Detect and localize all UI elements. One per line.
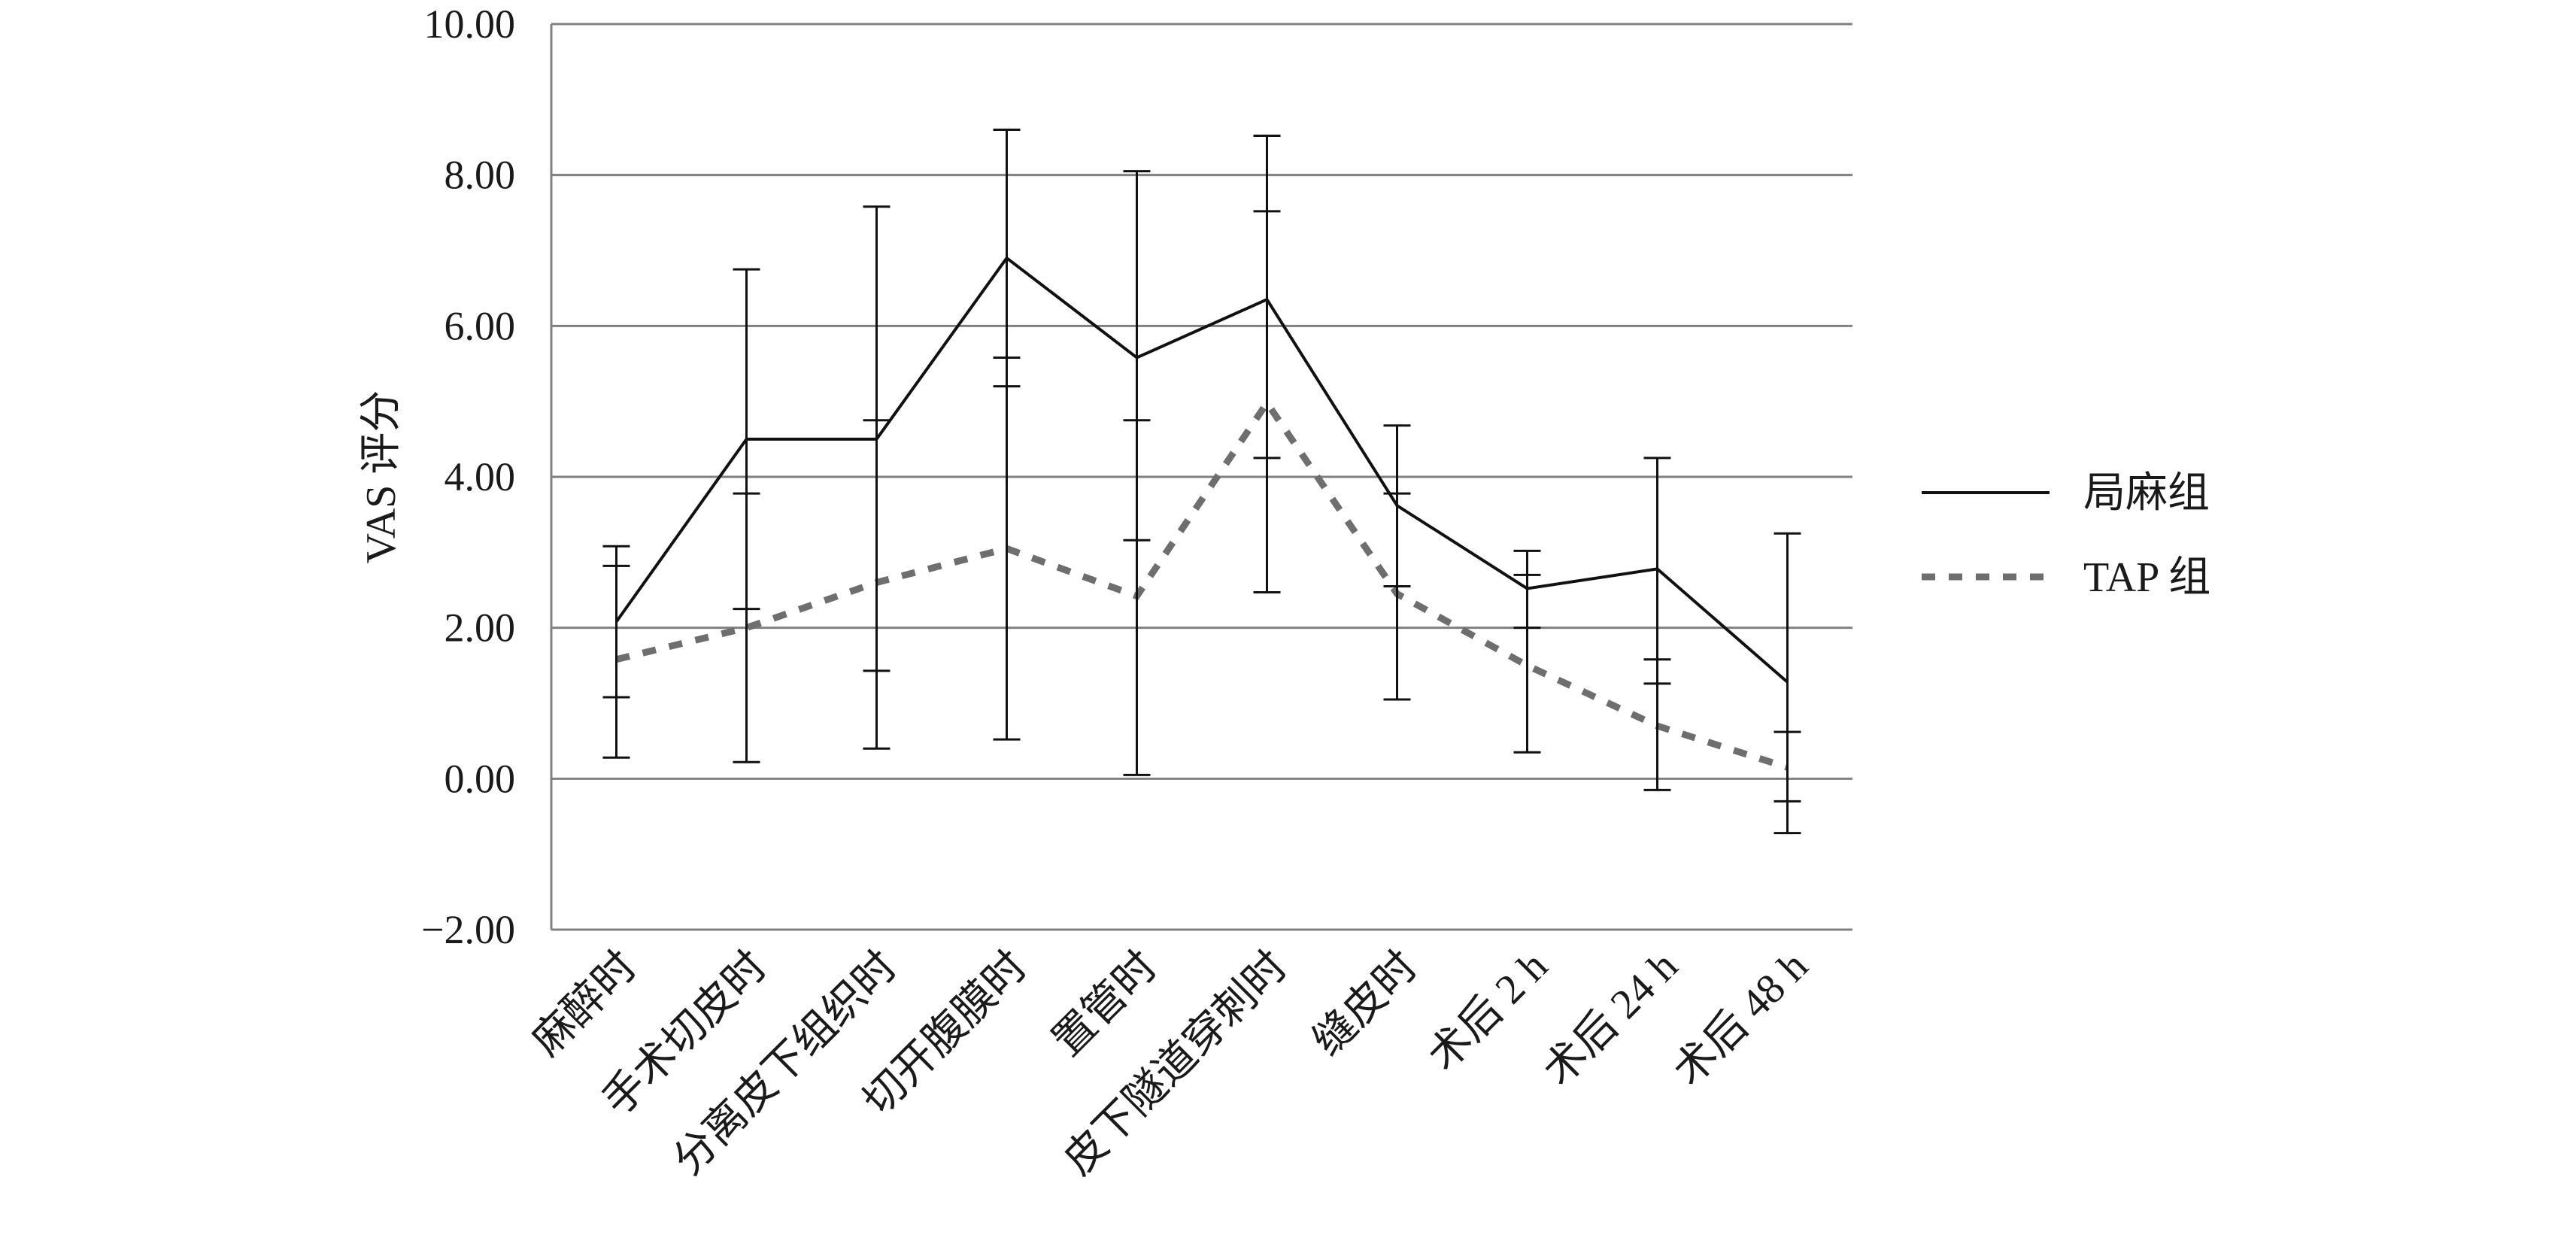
series-layer: [614, 256, 1789, 771]
x-category-label: 麻醉时: [523, 942, 646, 1065]
x-category-label: 缝皮时: [1304, 942, 1427, 1065]
y-tick-label: 8.00: [445, 153, 516, 198]
series-line-1: [615, 396, 1789, 771]
legend-label-0: 局麻组: [2083, 470, 2210, 517]
x-category-label: 置管时: [1044, 942, 1167, 1065]
y-tick-label: 6.00: [445, 303, 516, 348]
x-category-label: 术后 24 h: [1534, 942, 1686, 1094]
x-category-label: 术后 2 h: [1419, 942, 1556, 1079]
legend: 局麻组 TAP 组: [1922, 470, 2210, 601]
grid-layer: [551, 23, 1852, 931]
y-tick-label: 10.00: [424, 2, 516, 47]
y-tick-label: 4.00: [445, 454, 516, 499]
y-tick-labels: −2.00 0.00 2.00 4.00 6.00 8.00 10.00: [421, 2, 515, 952]
series-line-0: [614, 256, 1789, 684]
x-category-label: 术后 48 h: [1664, 942, 1816, 1094]
x-category-label: 皮下隧道穿刺时: [1055, 942, 1297, 1184]
y-axis-title: VAS 评分: [358, 390, 405, 564]
legend-label-1: TAP 组: [2083, 554, 2210, 601]
y-tick-label: 0.00: [445, 756, 516, 801]
y-tick-label: 2.00: [445, 605, 516, 651]
error-bars-layer: [602, 128, 1801, 835]
x-category-label: 分离皮下组织时: [665, 942, 906, 1184]
y-tick-label: −2.00: [421, 907, 515, 952]
